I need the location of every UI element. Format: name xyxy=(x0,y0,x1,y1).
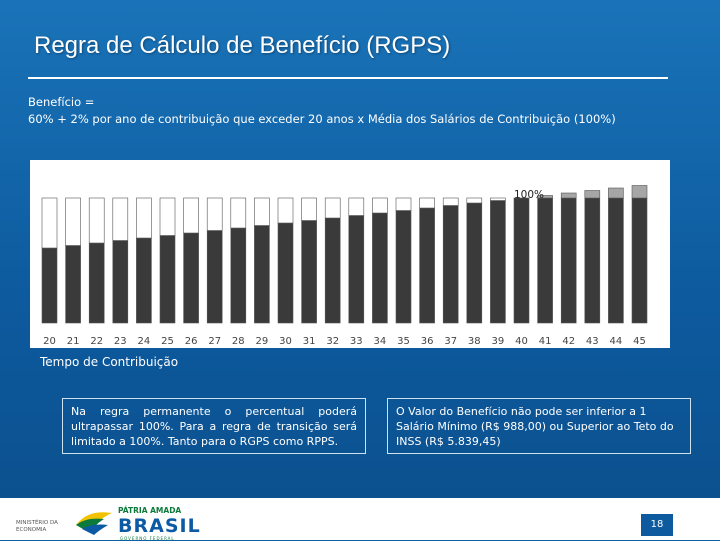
bar-empty-36 xyxy=(419,197,435,209)
bar-empty-23 xyxy=(112,197,129,241)
bar-filled-27 xyxy=(206,230,223,324)
bar-empty-27 xyxy=(206,197,223,231)
x-tick-label: 24 xyxy=(138,336,151,347)
x-tick-label: 41 xyxy=(539,336,552,347)
ministry-logo-text: MINISTÉRIO DA ECONOMIA xyxy=(16,520,58,533)
x-tick-label: 28 xyxy=(232,336,245,347)
x-tick-label: 36 xyxy=(421,336,434,347)
benefit-bar-chart: 20 21 22 23 24 25 26 27 28 29 30 31 32 33 34 35 36 37 38 39… xyxy=(30,160,670,348)
page-number: 18 xyxy=(641,514,673,536)
bar-empty-24 xyxy=(136,197,152,239)
x-tick-label: 38 xyxy=(468,336,481,347)
bar-filled-26 xyxy=(183,232,199,324)
bar-excess-42 xyxy=(560,192,577,199)
bar-filled-22 xyxy=(88,242,105,324)
bar-filled-36 xyxy=(419,207,435,324)
bar-filled-37 xyxy=(442,205,459,324)
bar-filled-29 xyxy=(254,225,270,324)
bar-filled-21 xyxy=(65,245,81,324)
bar-filled-34 xyxy=(372,212,388,324)
note-permanent-rule: Na regra permanente o percentual poderá … xyxy=(62,398,366,454)
bar-filled-39 xyxy=(490,200,506,324)
chart-title: Nível de Benefício xyxy=(36,165,145,179)
bar-empty-26 xyxy=(183,197,199,234)
x-tick-label: 30 xyxy=(279,336,292,347)
x-tick-label: 26 xyxy=(185,336,198,347)
bar-filled-20 xyxy=(41,247,58,324)
bar-filled-38 xyxy=(466,202,483,324)
governo-federal-text: GOVERNO FEDERAL xyxy=(120,536,175,541)
x-tick-label: 33 xyxy=(350,336,363,347)
brasil-text: BRASIL xyxy=(118,515,201,537)
bar-filled-30 xyxy=(277,222,294,324)
bar-filled-41 xyxy=(537,197,553,324)
bar-filled-44 xyxy=(608,197,624,324)
x-tick-label: 43 xyxy=(586,336,599,347)
bar-empty-21 xyxy=(65,197,81,246)
bar-filled-25 xyxy=(159,235,176,324)
bar-empty-22 xyxy=(88,197,105,244)
bar-filled-35 xyxy=(395,210,412,324)
x-tick-label: 32 xyxy=(326,336,339,347)
note-benefit-limits: O Valor do Benefício não pode ser inferi… xyxy=(387,398,691,454)
bar-empty-31 xyxy=(301,197,317,221)
bar-empty-30 xyxy=(277,197,294,224)
annotation-60: 60% xyxy=(36,183,60,195)
bar-filled-40 xyxy=(513,197,530,324)
bar-empty-33 xyxy=(348,197,365,216)
patria-amada-text: PÁTRIA AMADA xyxy=(118,506,182,515)
bar-empty-37 xyxy=(442,197,459,206)
x-tick-label: 44 xyxy=(610,336,623,347)
x-tick-label: 45 xyxy=(633,336,646,347)
bar-filled-23 xyxy=(112,240,129,324)
bar-filled-43 xyxy=(584,197,601,324)
slide-title: Regra de Cálculo de Benefício (RGPS) xyxy=(34,32,451,59)
bar-empty-32 xyxy=(324,197,341,219)
x-tick-label: 42 xyxy=(562,336,575,347)
footer-bar xyxy=(0,498,720,540)
x-tick-label: 23 xyxy=(114,336,127,347)
x-tick-label: 35 xyxy=(397,336,410,347)
x-tick-label: 40 xyxy=(515,336,528,347)
bar-excess-45 xyxy=(631,185,648,199)
x-tick-label: 25 xyxy=(161,336,174,347)
x-tick-label: 20 xyxy=(43,336,56,347)
bar-empty-34 xyxy=(372,197,388,214)
bar-excess-41 xyxy=(537,195,553,199)
x-tick-label: 27 xyxy=(208,336,221,347)
bar-filled-24 xyxy=(136,237,152,324)
annotation-100: 100% xyxy=(514,189,545,201)
x-tick-label: 34 xyxy=(374,336,387,347)
bar-filled-31 xyxy=(301,220,317,324)
bar-filled-45 xyxy=(631,197,648,324)
bar-empty-20 xyxy=(41,197,58,249)
x-tick-label: 22 xyxy=(90,336,103,347)
x-tick-label: 21 xyxy=(67,336,80,347)
bar-empty-38 xyxy=(466,197,483,204)
bar-filled-33 xyxy=(348,215,365,324)
formula-line-2: 60% + 2% por ano de contribuição que exc… xyxy=(28,112,616,126)
bar-empty-25 xyxy=(159,197,176,236)
x-tick-label: 37 xyxy=(444,336,457,347)
title-divider xyxy=(28,77,668,79)
bar-empty-28 xyxy=(230,197,247,229)
bar-empty-39 xyxy=(490,197,506,201)
bar-excess-43 xyxy=(584,190,601,199)
formula-line-1: Benefício = xyxy=(28,95,95,109)
bar-excess-44 xyxy=(608,187,624,199)
x-tick-label: 31 xyxy=(303,336,316,347)
bar-empty-35 xyxy=(395,197,412,211)
bar-empty-29 xyxy=(254,197,270,226)
brazil-flag-icon xyxy=(76,512,112,535)
x-tick-label: 29 xyxy=(256,336,269,347)
bar-filled-32 xyxy=(324,217,341,324)
bar-filled-28 xyxy=(230,227,247,324)
x-tick-label: 39 xyxy=(492,336,505,347)
formula-block: Benefício = 60% + 2% por ano de contribu… xyxy=(28,94,616,128)
bar-filled-42 xyxy=(560,197,577,324)
x-axis-label: Tempo de Contribuição xyxy=(40,355,179,369)
